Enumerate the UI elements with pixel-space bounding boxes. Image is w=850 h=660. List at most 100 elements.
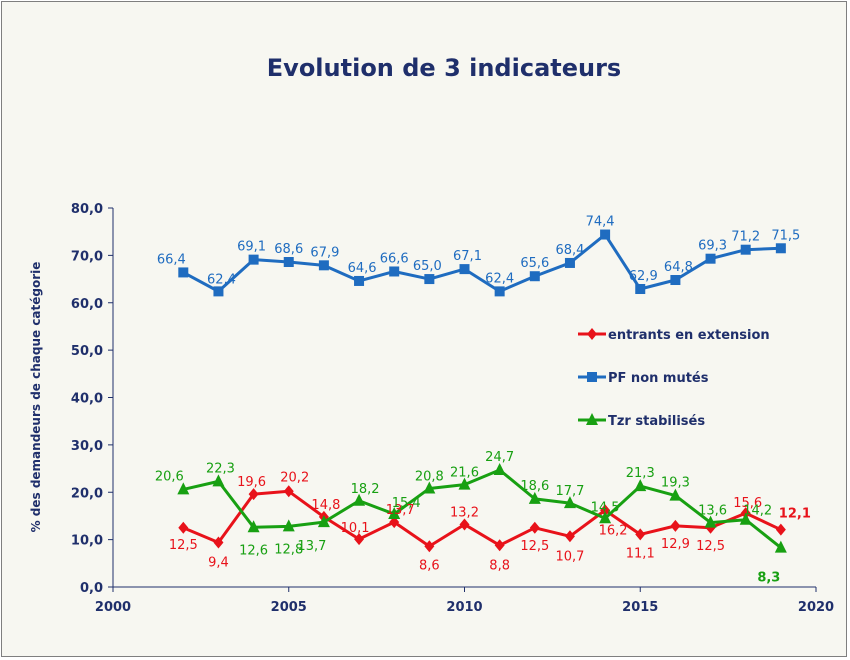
data-point-tzr-stabilises xyxy=(247,520,260,533)
data-point-tzr-stabilises xyxy=(528,491,541,504)
data-point-pf-non-mutes xyxy=(529,271,540,282)
data-point-tzr-stabilises xyxy=(599,511,612,524)
data-point-pf-non-mutes xyxy=(424,274,435,285)
data-label-tzr-stabilises: 19,3 xyxy=(661,476,690,491)
data-label-entrants-en-extension: 16,2 xyxy=(599,523,628,538)
data-label-pf-non-mutes: 66,6 xyxy=(380,251,409,266)
data-point-pf-non-mutes xyxy=(705,253,716,264)
legend-marker-tzr-stabilises xyxy=(586,413,598,425)
data-label-pf-non-mutes: 64,6 xyxy=(348,261,377,276)
data-label-entrants-en-extension: 8,6 xyxy=(419,558,440,573)
y-tick-label: 80,0 xyxy=(71,202,103,217)
y-tick-label: 40,0 xyxy=(71,392,103,407)
data-point-pf-non-mutes xyxy=(740,244,751,255)
data-label-tzr-stabilises: 18,2 xyxy=(351,482,380,497)
data-point-tzr-stabilises xyxy=(704,515,717,528)
data-label-tzr-stabilises: 14,5 xyxy=(591,500,620,515)
data-label-entrants-en-extension: 13,7 xyxy=(386,503,415,518)
data-point-entrants-en-extension xyxy=(354,533,365,546)
data-label-pf-non-mutes: 71,5 xyxy=(771,228,800,243)
data-point-tzr-stabilises xyxy=(317,515,330,528)
series-line-tzr-stabilises xyxy=(182,468,782,549)
data-label-tzr-stabilises: 21,3 xyxy=(626,466,655,481)
legend: entrants en extension PF non mutés Tzr sta… xyxy=(578,328,770,429)
data-point-pf-non-mutes xyxy=(459,264,470,275)
data-label-entrants-en-extension: 10,7 xyxy=(555,549,584,564)
data-point-entrants-en-extension xyxy=(600,504,611,517)
data-point-pf-non-mutes xyxy=(635,284,646,295)
data-label-tzr-stabilises: 17,7 xyxy=(555,484,584,499)
data-point-entrants-en-extension xyxy=(389,516,400,529)
data-label-entrants-en-extension: 20,2 xyxy=(280,470,309,485)
data-point-pf-non-mutes xyxy=(600,229,611,240)
data-point-pf-non-mutes xyxy=(213,286,224,297)
data-label-tzr-stabilises: 20,6 xyxy=(155,469,184,484)
data-label-tzr-stabilises: 24,7 xyxy=(485,450,514,465)
data-point-tzr-stabilises xyxy=(353,493,366,506)
data-label-pf-non-mutes: 74,4 xyxy=(586,215,615,230)
data-label-pf-non-mutes: 62,4 xyxy=(207,272,236,287)
data-label-tzr-stabilises: 14,2 xyxy=(743,504,772,519)
y-tick-label: 60,0 xyxy=(71,297,103,312)
data-label-entrants-en-extension: 8,8 xyxy=(489,558,510,573)
data-point-entrants-en-extension xyxy=(283,485,294,498)
data-point-tzr-stabilises xyxy=(774,540,787,553)
x-tick-label: 2020 xyxy=(798,600,834,615)
data-label-tzr-stabilises: 18,6 xyxy=(520,479,549,494)
data-label-tzr-stabilises: 15,4 xyxy=(392,496,421,511)
y-tick-label: 0,0 xyxy=(80,581,103,596)
y-tick-label: 70,0 xyxy=(71,249,103,264)
data-point-tzr-stabilises xyxy=(669,488,682,501)
data-label-entrants-en-extension: 19,6 xyxy=(237,475,266,490)
data-label-tzr-stabilises: 12,6 xyxy=(239,543,268,558)
data-point-entrants-en-extension xyxy=(635,528,646,541)
data-label-entrants-en-extension: 9,4 xyxy=(208,555,229,570)
data-label-pf-non-mutes: 64,8 xyxy=(664,260,693,275)
legend-marker-entrants-en-extension xyxy=(587,328,597,340)
data-label-pf-non-mutes: 69,1 xyxy=(237,240,266,255)
series-line-pf-non-mutes xyxy=(182,233,781,293)
data-point-tzr-stabilises xyxy=(739,512,752,525)
data-label-pf-non-mutes: 62,4 xyxy=(485,271,514,286)
data-point-entrants-en-extension xyxy=(213,536,224,549)
data-point-pf-non-mutes xyxy=(494,286,505,297)
data-point-pf-non-mutes xyxy=(775,243,786,254)
data-label-pf-non-mutes: 68,6 xyxy=(274,242,303,257)
data-label-entrants-en-extension: 12,5 xyxy=(696,539,725,554)
data-point-tzr-stabilises xyxy=(563,496,576,509)
data-label-entrants-en-extension: 12,5 xyxy=(520,539,549,554)
data-label-tzr-stabilises: 8,3 xyxy=(757,571,780,586)
data-label-tzr-stabilises: 21,6 xyxy=(450,466,479,481)
y-tick-label: 20,0 xyxy=(71,486,103,501)
x-tick-label: 2000 xyxy=(95,600,131,615)
data-point-pf-non-mutes xyxy=(178,267,189,278)
data-point-tzr-stabilises xyxy=(388,507,401,520)
data-point-entrants-en-extension xyxy=(178,521,189,534)
data-point-tzr-stabilises xyxy=(493,462,506,475)
data-point-tzr-stabilises xyxy=(212,474,225,487)
y-axis-title: % des demandeurs de chaque catégorie xyxy=(29,262,43,533)
data-label-pf-non-mutes: 65,0 xyxy=(413,259,442,274)
data-point-entrants-en-extension xyxy=(670,519,681,532)
data-label-tzr-stabilises: 13,6 xyxy=(698,504,727,519)
data-label-pf-non-mutes: 69,3 xyxy=(698,239,727,254)
x-tick-label: 2015 xyxy=(622,600,658,615)
data-point-pf-non-mutes xyxy=(389,266,400,277)
data-label-entrants-en-extension: 11,1 xyxy=(626,546,655,561)
data-label-pf-non-mutes: 67,9 xyxy=(310,245,339,260)
data-point-tzr-stabilises xyxy=(282,519,295,532)
data-label-tzr-stabilises: 12,8 xyxy=(274,542,303,557)
data-point-entrants-en-extension xyxy=(564,530,575,543)
data-labels: 12,5 9,4 19,6 20,214,810,1 13,7 8,6 13,2 8,8 12,… xyxy=(155,215,811,586)
data-point-pf-non-mutes xyxy=(670,275,681,286)
data-label-entrants-en-extension: 14,8 xyxy=(311,498,340,513)
x-tick-label: 2005 xyxy=(271,600,307,615)
data-point-pf-non-mutes xyxy=(318,260,329,271)
data-point-entrants-en-extension xyxy=(529,521,540,534)
data-label-pf-non-mutes: 62,9 xyxy=(629,269,658,284)
data-point-pf-non-mutes xyxy=(248,254,259,265)
data-label-tzr-stabilises: 22,3 xyxy=(206,461,235,476)
y-tick-label: 50,0 xyxy=(71,344,103,359)
